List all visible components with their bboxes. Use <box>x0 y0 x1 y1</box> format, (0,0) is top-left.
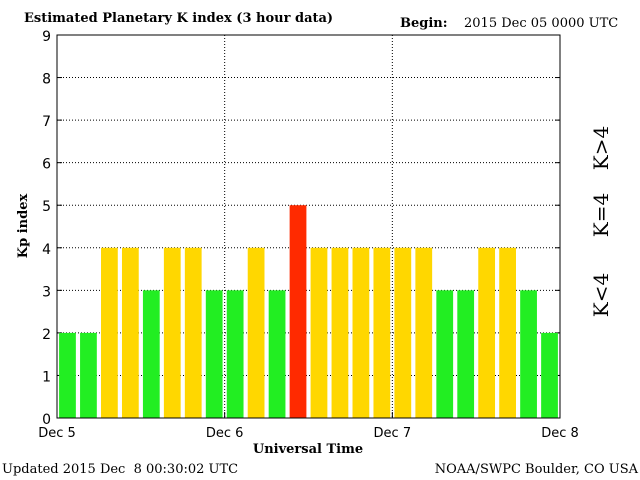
chart-title: Estimated Planetary K index (3 hour data… <box>24 11 333 26</box>
y-tick-label: 2 <box>42 327 51 343</box>
y-tick-label: 7 <box>42 114 51 130</box>
bar <box>478 247 496 418</box>
y-tick-label: 9 <box>42 29 51 45</box>
begin-value: 2015 Dec 05 0000 UTC <box>464 16 618 31</box>
bar <box>226 290 244 418</box>
legend-entry: K=4 <box>589 193 613 237</box>
bar <box>184 247 202 418</box>
y-tick-label: 4 <box>42 242 51 258</box>
footer-updated: Updated 2015 Dec 8 00:30:02 UTC <box>2 462 238 477</box>
bar <box>101 247 118 418</box>
bar <box>121 247 139 418</box>
y-tick-label: 5 <box>42 199 51 215</box>
bar <box>415 247 433 418</box>
bar <box>205 290 223 418</box>
plot-frame <box>56 34 561 419</box>
y-tick-label: 6 <box>42 157 51 173</box>
bar <box>394 247 412 418</box>
legend-entry: K>4 <box>589 126 613 170</box>
legend-entry: K<4 <box>589 273 613 317</box>
bar <box>289 205 307 418</box>
bar <box>163 247 181 418</box>
y-axis-label: Kp index <box>16 194 31 259</box>
bar <box>331 247 349 418</box>
x-tick-label: Dec 8 <box>541 426 579 441</box>
bar <box>310 247 328 418</box>
bar <box>541 332 558 418</box>
x-tick-label: Dec 7 <box>374 426 412 441</box>
bar <box>373 247 391 418</box>
bar <box>268 290 286 418</box>
bar <box>436 290 454 418</box>
y-tick-label: 8 <box>42 72 51 88</box>
bar <box>59 332 76 418</box>
x-axis-label: Universal Time <box>253 442 363 457</box>
footer-credit: NOAA/SWPC Boulder, CO USA <box>435 462 639 477</box>
bar <box>457 290 475 418</box>
bar <box>142 290 160 418</box>
y-tick-label: 0 <box>42 412 51 428</box>
y-tick-label: 1 <box>42 369 51 385</box>
bar <box>80 332 97 418</box>
bar <box>520 290 537 418</box>
bar <box>352 247 370 418</box>
bar <box>247 247 265 418</box>
x-tick-label: Dec 5 <box>38 426 76 441</box>
begin-label: Begin: <box>400 16 448 31</box>
bar <box>499 247 516 418</box>
x-tick-label: Dec 6 <box>206 426 244 441</box>
y-tick-label: 3 <box>42 284 51 300</box>
